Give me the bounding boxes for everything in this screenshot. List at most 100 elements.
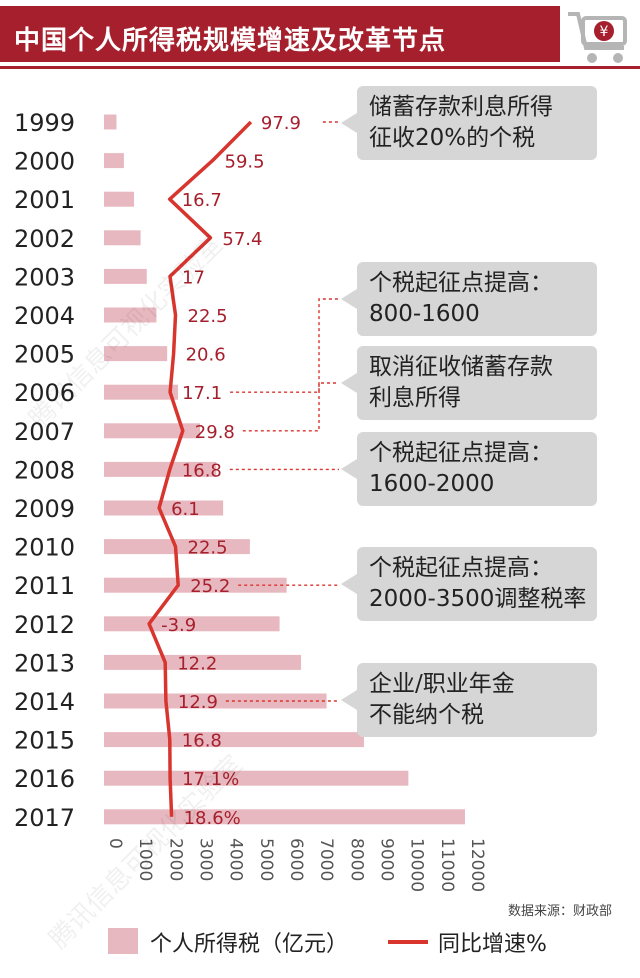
x-tick-7000: 7000 <box>316 838 336 881</box>
callout-1999: 储蓄存款利息所得 征收20%的个税 <box>341 86 597 160</box>
callout-text: 800-1600 <box>369 301 480 327</box>
legend-bar-swatch <box>108 928 138 954</box>
year-label-2016: 2016 <box>14 765 75 793</box>
rate-label-2009: 6.1 <box>171 499 200 520</box>
bar-2004 <box>104 307 157 323</box>
callout-text: 个税起征点提高： <box>369 440 553 466</box>
rate-label-2004: 22.5 <box>188 306 228 327</box>
year-label-2015: 2015 <box>14 727 75 755</box>
bar-2006 <box>104 384 178 400</box>
year-label-1999: 1999 <box>14 109 75 137</box>
rate-label-2010: 22.5 <box>188 538 228 559</box>
bar-2011 <box>104 577 287 593</box>
rate-label-2016: 17.1% <box>182 769 239 790</box>
rate-label-2014: 12.9 <box>178 692 218 713</box>
rate-label-2000: 59.5 <box>225 152 265 173</box>
legend-bar-label: 个人所得税（亿元） <box>150 932 349 957</box>
rate-label-2006: 17.1 <box>182 383 222 404</box>
header-band: 中国个人所得税规模增速及改革节点 <box>0 6 560 62</box>
year-label-2009: 2009 <box>14 495 75 523</box>
growth-line-layer <box>147 120 253 817</box>
rate-label-2003: 17 <box>182 267 205 288</box>
connector-2006 <box>230 298 339 393</box>
x-tick-3000: 3000 <box>196 838 216 881</box>
callout-text: 2000-3500调整税率 <box>369 586 587 612</box>
growth-line <box>147 120 253 817</box>
rate-label-2013: 12.2 <box>177 653 217 674</box>
year-label-2006: 2006 <box>14 379 75 407</box>
year-label-2017: 2017 <box>14 804 75 832</box>
rate-label-2007: 29.8 <box>195 422 235 443</box>
callout-2006: 个税起征点提高： 800-1600 <box>341 262 597 336</box>
x-tick-0: 0 <box>105 838 125 849</box>
bar-2007 <box>104 423 201 439</box>
bar-2001 <box>104 191 135 207</box>
legend-line-label: 同比增速% <box>438 932 547 957</box>
rate-label-2005: 20.6 <box>186 345 226 366</box>
bar-2003 <box>104 268 147 284</box>
x-tick-4000: 4000 <box>226 838 246 881</box>
callout-text: 个税起征点提高： <box>369 555 553 581</box>
x-tick-6000: 6000 <box>286 838 306 881</box>
bar-2014 <box>104 693 327 709</box>
bar-2012 <box>104 616 280 632</box>
year-label-2008: 2008 <box>14 456 75 484</box>
rate-label-2001: 16.7 <box>182 190 222 211</box>
rate-label-2015: 16.8 <box>182 731 222 752</box>
connector-2007 <box>242 382 339 432</box>
rate-label-2012: -3.9 <box>161 615 196 636</box>
rate-label-2002: 57.4 <box>222 229 262 250</box>
x-tick-labels-layer: 0 1000 2000 3000 4000 5000 6000 7000 8000 9000 100… <box>105 838 487 892</box>
x-tick-12000: 12000 <box>467 838 487 892</box>
x-tick-8000: 8000 <box>346 838 366 881</box>
bar-1999 <box>104 114 117 130</box>
year-label-2002: 2002 <box>14 225 75 253</box>
callout-2007: 取消征收储蓄存款 利息所得 <box>341 346 597 420</box>
x-tick-11000: 11000 <box>437 838 457 892</box>
bar-2015 <box>104 732 364 748</box>
rate-label-2017: 18.6% <box>184 808 241 829</box>
bar-2002 <box>104 230 141 246</box>
callout-text: 利息所得 <box>369 385 461 411</box>
callout-text: 储蓄存款利息所得 <box>369 94 553 120</box>
year-label-2007: 2007 <box>14 418 75 446</box>
year-label-2004: 2004 <box>14 302 75 330</box>
year-label-2012: 2012 <box>14 611 75 639</box>
bar-2013 <box>104 654 302 670</box>
callout-2011: 个税起征点提高： 2000-3500调整税率 <box>341 547 597 621</box>
data-source: 数据来源：财政部 <box>508 904 613 919</box>
callout-2008: 个税起征点提高： 1600-2000 <box>341 432 597 506</box>
bar-2008 <box>104 461 217 477</box>
shopping-cart-yuan-icon: ¥ <box>568 12 627 63</box>
callout-text: 企业/职业年金 <box>369 671 515 697</box>
bar-2000 <box>104 153 124 169</box>
callout-text: 不能纳个税 <box>369 702 484 728</box>
callout-text: 取消征收储蓄存款 <box>369 354 553 380</box>
year-label-2000: 2000 <box>14 148 75 176</box>
x-tick-1000: 1000 <box>135 838 155 881</box>
bar-2005 <box>104 346 168 362</box>
year-label-2011: 2011 <box>14 572 75 600</box>
bar-2017 <box>104 809 465 825</box>
callout-text: 个税起征点提高： <box>369 270 553 296</box>
header: 中国个人所得税规模增速及改革节点 ¥ <box>0 0 640 74</box>
year-label-2005: 2005 <box>14 341 75 369</box>
callout-text: 1600-2000 <box>369 471 495 497</box>
header-underline <box>0 66 640 69</box>
svg-text:¥: ¥ <box>600 24 609 40</box>
bar-2009 <box>104 500 224 516</box>
callout-2014: 企业/职业年金 不能纳个税 <box>341 663 597 737</box>
x-tick-2000: 2000 <box>165 838 185 881</box>
x-tick-9000: 9000 <box>377 838 397 881</box>
callout-connectors-layer <box>225 121 339 702</box>
rate-label-2008: 16.8 <box>182 460 222 481</box>
x-tick-5000: 5000 <box>256 838 276 881</box>
legend-line-swatch <box>388 940 428 944</box>
year-label-2013: 2013 <box>14 649 75 677</box>
year-label-2003: 2003 <box>14 263 75 291</box>
x-tick-10000: 10000 <box>407 838 427 892</box>
callout-text: 征收20%的个税 <box>369 125 536 151</box>
rate-labels-layer: 97.9 59.516.757.4 17 22.5 20.6 17.1 29.8 16.8 6.… <box>161 113 301 829</box>
year-label-2014: 2014 <box>14 688 75 716</box>
